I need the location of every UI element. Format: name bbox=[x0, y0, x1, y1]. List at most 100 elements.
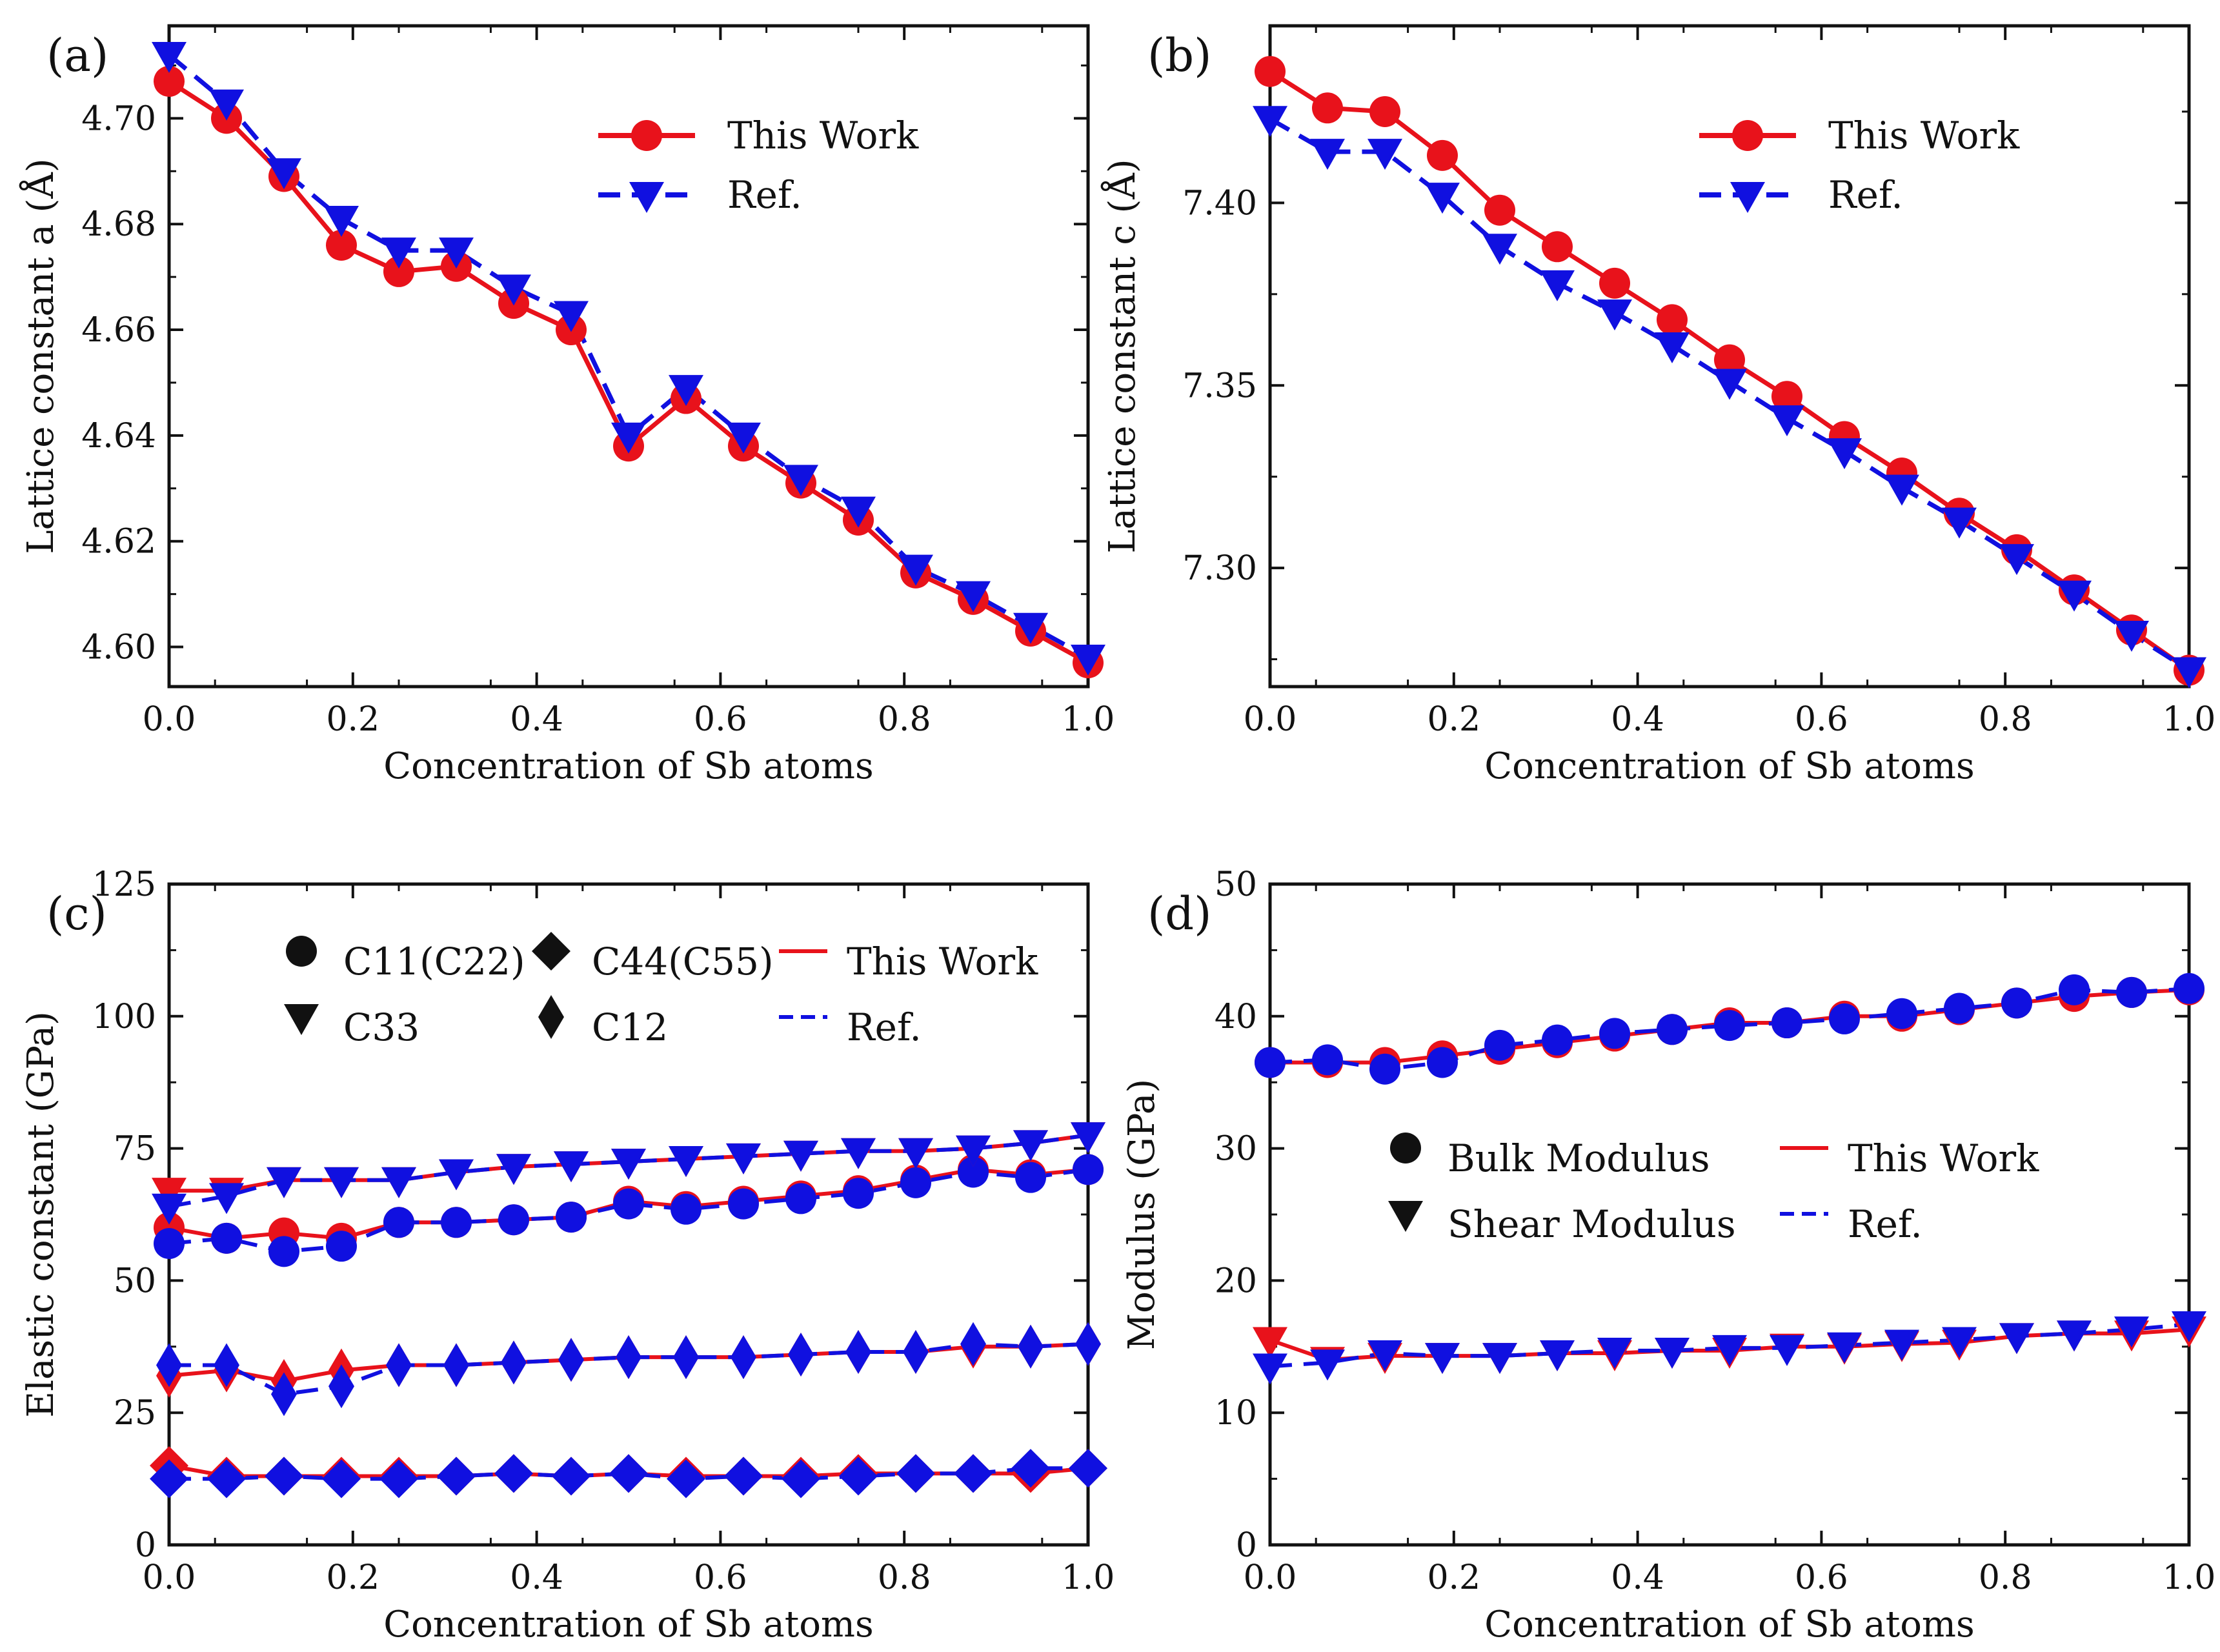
data-point bbox=[494, 1454, 533, 1493]
data-point bbox=[556, 1202, 587, 1233]
data-point bbox=[1312, 1044, 1343, 1076]
chart-panel-d: 0.0 0.2 0.4 0.6 0.8 1.0 0 10 20 30 40 50 Concentrati… bbox=[1121, 865, 2215, 1646]
data-point bbox=[152, 1178, 187, 1209]
data-point bbox=[1255, 55, 1286, 87]
data-point bbox=[609, 1454, 648, 1493]
data-point bbox=[441, 1207, 472, 1238]
data-point bbox=[728, 1188, 759, 1220]
data-point bbox=[1942, 507, 1977, 539]
series-line bbox=[168, 79, 1089, 665]
data-point bbox=[437, 1456, 476, 1496]
data-point bbox=[1771, 381, 1802, 412]
data-point bbox=[1657, 304, 1688, 336]
y-tick-label: 4.64 bbox=[81, 417, 156, 456]
data-point bbox=[1011, 1449, 1050, 1488]
y-tick-label: 30 bbox=[1215, 1130, 1257, 1169]
y-tick-label: 40 bbox=[1215, 998, 1257, 1036]
data-point bbox=[1540, 270, 1575, 301]
legend-marker bbox=[1388, 1201, 1423, 1232]
x-tick-label: 0.0 bbox=[1244, 700, 1297, 739]
data-point bbox=[724, 1456, 763, 1496]
data-point bbox=[898, 1138, 933, 1169]
data-point bbox=[1712, 368, 1747, 400]
data-point bbox=[1714, 344, 1745, 376]
data-point bbox=[1884, 474, 1919, 506]
y-tick-label: 50 bbox=[1215, 865, 1257, 904]
y-tick-label: 4.68 bbox=[81, 205, 156, 244]
y-tick-label: 0 bbox=[135, 1526, 156, 1565]
data-point bbox=[2057, 580, 2092, 612]
series-line bbox=[1269, 986, 2190, 1071]
x-tick-label: 0.8 bbox=[878, 1558, 931, 1597]
data-point bbox=[554, 301, 589, 332]
data-point bbox=[1886, 998, 1917, 1029]
data-point bbox=[1369, 96, 1400, 127]
data-point bbox=[1071, 1122, 1105, 1154]
data-point bbox=[1425, 1343, 1460, 1375]
legend: C11(C22) C44(C55) This Work C33 C12 Ref. bbox=[284, 932, 1038, 1049]
data-point bbox=[211, 1222, 242, 1254]
data-point bbox=[439, 1159, 474, 1191]
data-point bbox=[271, 1372, 297, 1416]
y-tick-label: 20 bbox=[1215, 1262, 1257, 1300]
x-tick-label: 1.0 bbox=[1062, 1558, 1115, 1597]
legend: This Work Ref. bbox=[598, 114, 919, 217]
legend-marker bbox=[286, 936, 317, 967]
data-point bbox=[324, 206, 359, 237]
x-tick-label: 0.8 bbox=[1979, 700, 2032, 739]
x-tick-label: 0.4 bbox=[1611, 700, 1664, 739]
data-point bbox=[1075, 1322, 1101, 1366]
legend-marker bbox=[538, 995, 564, 1039]
data-point bbox=[726, 1143, 761, 1174]
data-point bbox=[1714, 1010, 1745, 1042]
y-tick-label: 4.66 bbox=[81, 311, 156, 350]
data-point bbox=[783, 465, 818, 496]
legend-marker bbox=[631, 120, 662, 151]
data-point bbox=[1071, 644, 1105, 676]
y-axis-label: Elastic constant (GPa) bbox=[20, 1011, 62, 1418]
data-point bbox=[267, 158, 301, 190]
data-point bbox=[383, 256, 414, 287]
data-point bbox=[268, 1236, 299, 1267]
data-point bbox=[669, 1145, 703, 1177]
legend-marker bbox=[1730, 182, 1765, 213]
legend-label: Ref. bbox=[727, 173, 802, 217]
data-point bbox=[207, 1459, 246, 1498]
legend-marker bbox=[1732, 120, 1763, 151]
data-point bbox=[209, 1183, 244, 1214]
data-point bbox=[379, 1459, 418, 1498]
x-tick-label: 0.0 bbox=[143, 700, 196, 739]
data-point bbox=[1073, 1154, 1104, 1185]
data-point bbox=[960, 1322, 986, 1366]
data-point bbox=[1771, 1007, 1802, 1039]
y-tick-label: 4.60 bbox=[81, 629, 156, 667]
legend-label: Ref. bbox=[1848, 1202, 1922, 1246]
data-point bbox=[1367, 139, 1402, 170]
y-tick-label: 4.70 bbox=[81, 99, 156, 138]
series-line bbox=[167, 53, 1089, 660]
x-tick-label: 0.6 bbox=[694, 1558, 747, 1597]
data-point bbox=[1427, 1047, 1458, 1078]
data-point bbox=[1770, 1335, 1804, 1366]
legend-label: Ref. bbox=[1828, 173, 1903, 217]
y-tick-label: 75 bbox=[114, 1130, 156, 1169]
data-point bbox=[498, 1204, 529, 1236]
x-axis-label: Concentration of Sb atoms bbox=[383, 745, 874, 787]
data-point bbox=[841, 1138, 876, 1169]
chart-panel-a: 0.0 0.2 0.4 0.6 0.8 1.0 4.60 4.62 4.64 4.66 4.68 4.… bbox=[19, 24, 1115, 787]
y-tick-label: 7.35 bbox=[1182, 367, 1257, 405]
chart-panel-c: 0.0 0.2 0.4 0.6 0.8 1.0 0 25 50 75 100 125 Concentra… bbox=[20, 865, 1115, 1646]
y-tick-label: 0 bbox=[1236, 1526, 1257, 1565]
series-line bbox=[1269, 1322, 2190, 1369]
data-point bbox=[2059, 974, 2090, 1005]
legend-label: C33 bbox=[343, 1005, 419, 1049]
data-point bbox=[267, 1167, 301, 1198]
data-point bbox=[843, 1178, 874, 1209]
data-point bbox=[1255, 1047, 1286, 1078]
data-point bbox=[903, 1329, 929, 1374]
plot-frame bbox=[1268, 24, 2191, 689]
data-point bbox=[1829, 1003, 1860, 1034]
y-tick-label: 125 bbox=[92, 865, 156, 904]
legend-marker bbox=[1390, 1133, 1421, 1163]
